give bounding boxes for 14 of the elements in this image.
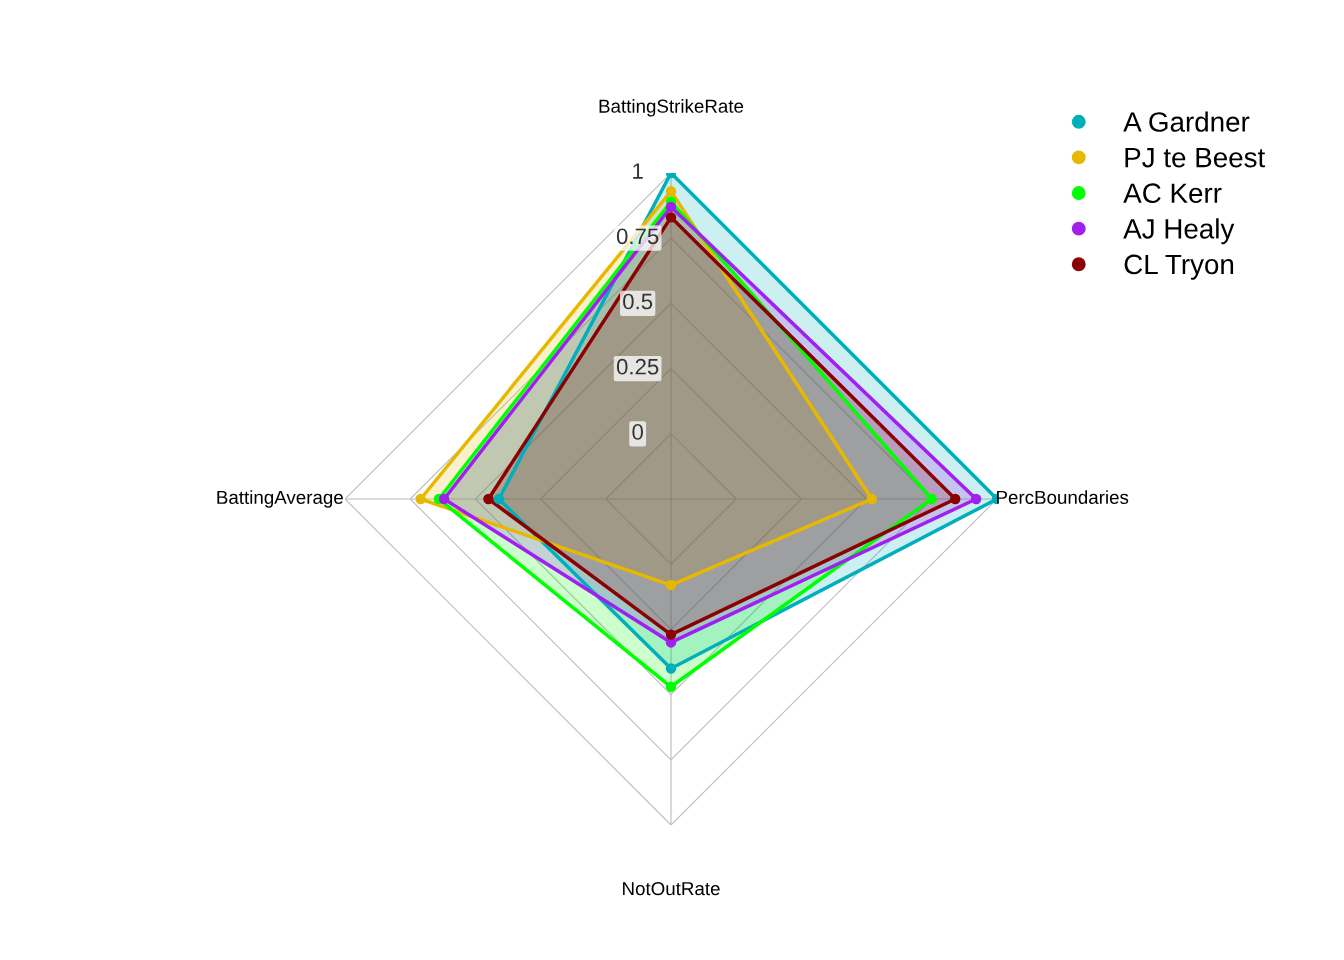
legend-label: PJ te Beest bbox=[1125, 148, 1266, 168]
legend-label: AJ Healy bbox=[1123, 218, 1235, 245]
y-tick-label: 0.5 bbox=[623, 293, 653, 310]
y-tick-label: 0.25 bbox=[616, 358, 659, 375]
y-tick-label: 0.75 bbox=[616, 228, 659, 245]
spoke-label: BattingStrikeRate bbox=[599, 99, 744, 117]
legend-label: CL Tryon bbox=[1124, 254, 1234, 280]
spoke-label: BattingAverage bbox=[217, 490, 343, 508]
legend-label: AC Kerr bbox=[1123, 183, 1222, 204]
spoke-label: NotOutRate bbox=[623, 881, 720, 896]
spoke-label: PercBoundaries bbox=[997, 490, 1129, 505]
legend-label: A Gardner bbox=[1123, 111, 1250, 132]
y-tick-label: 0 bbox=[632, 424, 643, 440]
y-tick-label: 1 bbox=[633, 163, 643, 179]
